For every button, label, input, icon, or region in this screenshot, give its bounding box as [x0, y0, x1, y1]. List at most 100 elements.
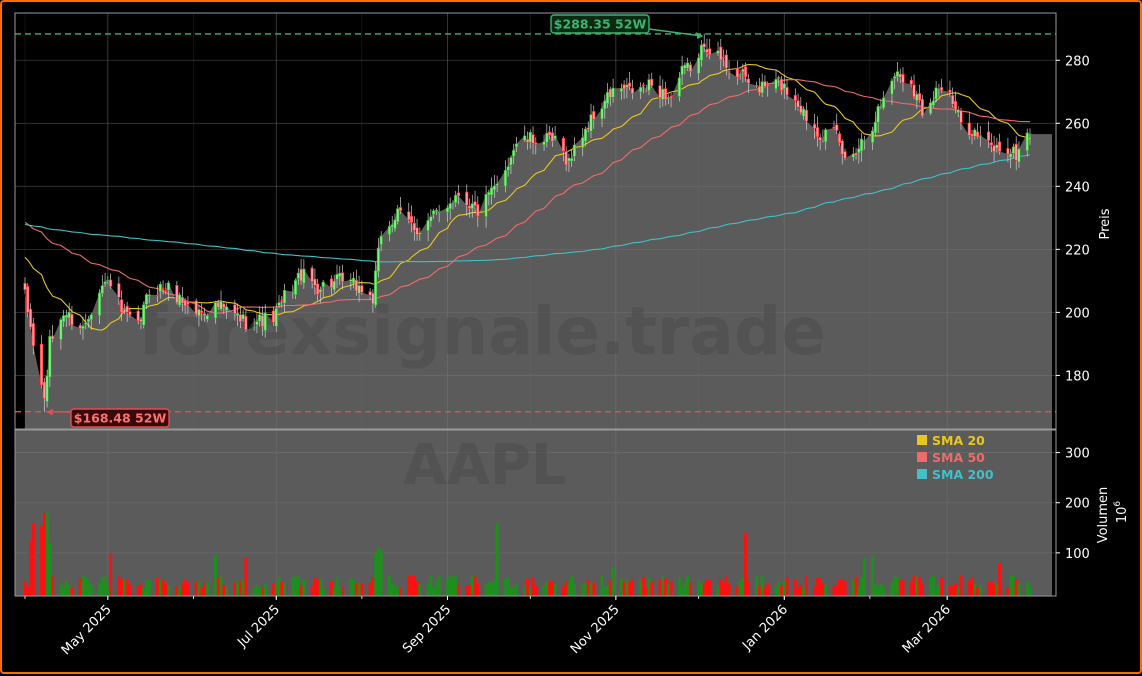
volume-bar: [761, 575, 764, 596]
candle-body: [129, 312, 132, 315]
candle-body: [452, 203, 455, 204]
volume-bar: [554, 584, 557, 596]
volume-bar: [857, 587, 860, 596]
candle-body: [755, 85, 758, 86]
time-tick-label: Sep 2025: [400, 602, 454, 656]
volume-bar: [581, 585, 584, 596]
volume-bar: [335, 577, 338, 596]
volume-bar: [360, 584, 363, 596]
candle-body: [623, 85, 626, 89]
candle-body: [49, 336, 52, 377]
candle-body: [913, 85, 916, 97]
candle-body: [419, 233, 422, 235]
candle-body: [833, 127, 836, 128]
volume-bar: [957, 587, 960, 596]
volume-bar: [217, 577, 220, 596]
volume-bar: [471, 576, 474, 596]
volume-bar: [432, 588, 435, 596]
volume-bar: [913, 576, 916, 596]
candle-body: [165, 290, 168, 291]
volume-bar: [954, 584, 957, 596]
volume-bar: [396, 587, 399, 596]
volume-bar: [794, 580, 797, 596]
volume-bar: [758, 586, 761, 596]
candle-body: [612, 88, 615, 97]
candle-body: [858, 149, 861, 153]
volume-bar: [719, 579, 722, 596]
volume-bar: [893, 576, 896, 596]
candle-body: [515, 144, 518, 147]
volume-bar: [929, 578, 932, 596]
candle-body: [648, 80, 651, 91]
volume-bar: [32, 523, 35, 596]
candle-body: [176, 285, 179, 302]
volume-bar: [512, 587, 515, 596]
candle-body: [123, 308, 126, 309]
candle-body: [949, 90, 952, 92]
candle-body: [512, 150, 515, 156]
volume-bar: [225, 587, 228, 596]
candle-body: [565, 151, 568, 164]
candle-body: [880, 106, 883, 107]
legend-swatch: [917, 435, 927, 445]
candle-body: [601, 109, 604, 119]
candle-body: [813, 124, 816, 128]
candle-body: [311, 268, 314, 282]
candle-body: [968, 123, 971, 136]
candle-body: [485, 194, 488, 216]
volume-bar: [333, 588, 336, 596]
volume-bar: [393, 585, 396, 596]
volume-bar: [642, 578, 645, 596]
volume-bar: [374, 553, 377, 596]
volume-unit-base: 10: [1115, 507, 1130, 524]
volume-bar: [294, 577, 297, 596]
candle-body: [606, 92, 609, 104]
volume-bar: [592, 583, 595, 596]
volume-bar: [700, 583, 703, 596]
candle-body: [107, 280, 110, 281]
volume-bar: [526, 579, 529, 596]
volume-bar: [548, 581, 551, 596]
volume-bar: [272, 584, 275, 596]
candle-body: [234, 305, 237, 314]
volume-bar: [609, 580, 612, 596]
volume-bar: [43, 513, 46, 596]
volume-bar: [104, 577, 107, 596]
volume-bar: [835, 586, 838, 596]
candle-body: [932, 101, 935, 105]
volume-bar: [659, 580, 662, 596]
candle-body: [899, 74, 902, 77]
candle-body: [761, 82, 764, 93]
volume-bar: [214, 555, 217, 596]
volume-bar: [123, 579, 126, 596]
volume-bar: [570, 576, 573, 596]
volume-bar: [429, 575, 432, 596]
candle-body: [468, 206, 471, 209]
candle-body: [82, 326, 85, 329]
volume-bar: [813, 586, 816, 596]
candle-body: [1018, 149, 1021, 162]
candle-body: [562, 138, 565, 151]
volume-bar: [79, 579, 82, 596]
candle-body: [976, 132, 979, 137]
candle-body: [184, 300, 187, 306]
volume-bar: [871, 555, 874, 596]
volume-bar: [162, 580, 165, 596]
candle-body: [46, 376, 49, 402]
volume-bar: [562, 586, 565, 596]
watermark-ticker: AAPL: [403, 433, 566, 498]
candle-body: [1029, 134, 1032, 135]
volume-bar: [101, 577, 104, 596]
candle-body: [1007, 148, 1010, 154]
volume-bar: [261, 588, 264, 596]
candle-body: [794, 95, 797, 100]
volume-bar: [322, 588, 325, 596]
volume-bar: [841, 579, 844, 596]
candle-body: [120, 300, 123, 313]
candle-body: [394, 220, 397, 229]
volume-bar: [407, 576, 410, 596]
candle-body: [181, 297, 184, 303]
volume-bar: [603, 587, 606, 596]
candle-body: [951, 95, 954, 104]
